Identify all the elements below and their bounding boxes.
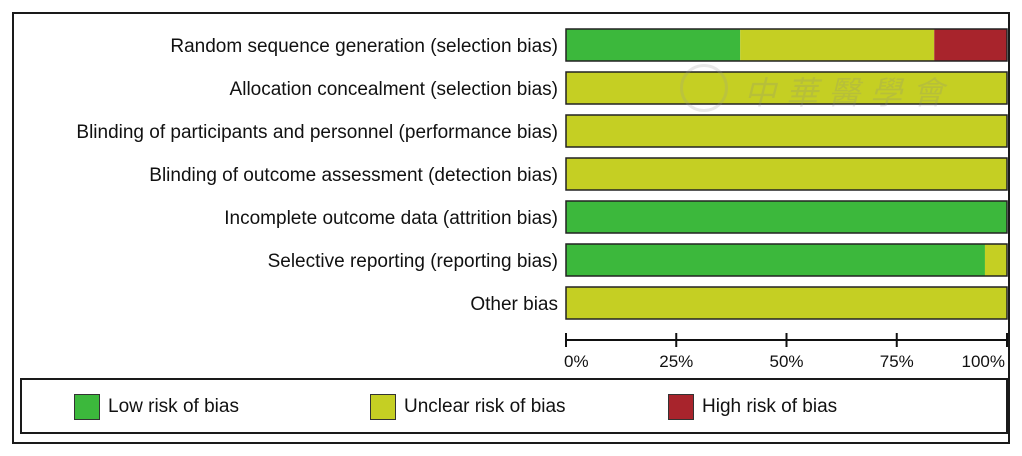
bar-outline [565, 28, 1008, 62]
x-tick-label: 75% [880, 352, 914, 371]
bar-outline [565, 114, 1008, 148]
x-tick-label: 25% [659, 352, 693, 371]
legend-swatch-unclear [370, 394, 396, 420]
category-label: Blinding of outcome assessment (detectio… [149, 165, 558, 186]
category-label: Incomplete outcome data (attrition bias) [224, 208, 558, 229]
x-axis: 0% 25% 50% 75% 100% [564, 333, 1008, 371]
category-labels: Random sequence generation (selection bi… [76, 36, 558, 315]
legend: Low risk of bias Unclear risk of bias Hi… [20, 378, 1008, 434]
bar-outline [565, 71, 1008, 105]
category-label: Selective reporting (reporting bias) [268, 251, 558, 272]
bar-outline [565, 200, 1008, 234]
legend-item-unclear: Unclear risk of bias [370, 394, 566, 420]
bar-segment [566, 29, 741, 61]
legend-label-unclear: Unclear risk of bias [404, 396, 566, 417]
category-label: Other bias [470, 294, 558, 315]
x-tick-label: 100% [962, 352, 1005, 371]
bar-outline [565, 286, 1008, 320]
bar-segment [984, 244, 1007, 276]
bar-segment [566, 72, 1007, 104]
legend-label-high: High risk of bias [702, 396, 838, 417]
x-tick-label: 50% [769, 352, 803, 371]
bar-segment [740, 29, 935, 61]
bar-segment [566, 287, 1007, 319]
bar-segment [566, 158, 1007, 190]
legend-swatch-low [74, 394, 100, 420]
category-label: Random sequence generation (selection bi… [170, 36, 558, 57]
category-label: Allocation concealment (selection bias) [230, 79, 558, 100]
bar-outline [565, 243, 1008, 277]
bar-segment [566, 201, 1007, 233]
risk-of-bias-chart: Random sequence generation (selection bi… [76, 28, 1008, 371]
legend-label-low: Low risk of bias [108, 396, 239, 417]
bar-outline [565, 157, 1008, 191]
bar-segment [566, 115, 1007, 147]
legend-item-high: High risk of bias [668, 394, 837, 420]
bars-group [565, 28, 1008, 320]
legend-item-low: Low risk of bias [74, 394, 239, 420]
legend-swatch-high [668, 394, 694, 420]
x-tick-label: 0% [564, 352, 589, 371]
category-label: Blinding of participants and personnel (… [76, 122, 558, 143]
bar-segment [566, 244, 985, 276]
bar-segment [934, 29, 1007, 61]
